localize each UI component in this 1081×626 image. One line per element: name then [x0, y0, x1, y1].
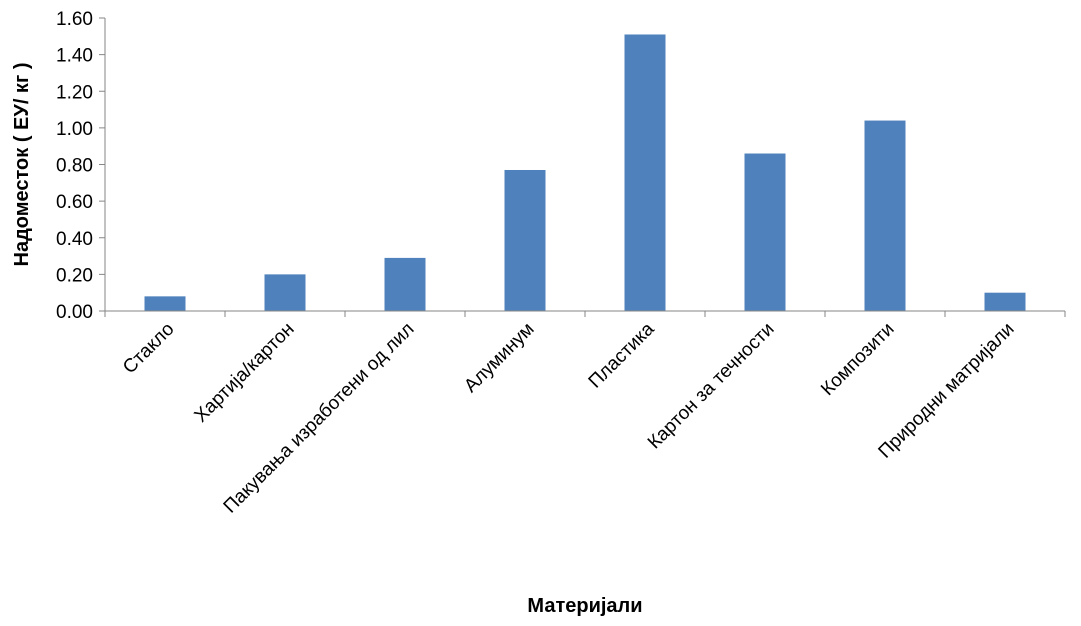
bar: [864, 120, 906, 311]
y-tick-label: 0.00: [56, 302, 93, 323]
bar: [144, 296, 186, 311]
y-tick-label: 0.40: [56, 229, 93, 250]
y-tick-label: 1.40: [56, 46, 93, 67]
bars: [144, 34, 1026, 311]
bar: [504, 169, 546, 311]
x-tick-label: Стакло: [119, 319, 179, 379]
y-tick-label: 1.60: [56, 9, 93, 30]
y-tick-label: 0.80: [56, 156, 93, 177]
y-tick-label: 0.20: [56, 265, 93, 286]
y-tick-label: 0.60: [56, 192, 93, 213]
y-tick-label: 1.20: [56, 82, 93, 103]
x-tick-label: Алуминум: [460, 319, 538, 397]
bar: [624, 34, 666, 311]
y-axis-title: Надоместок ( ЕУ/ кг ): [11, 63, 33, 267]
x-tick-label: Хартија/картон: [191, 319, 299, 427]
x-tick-label: Пластика: [585, 318, 659, 392]
y-tick-label: 1.00: [56, 119, 93, 140]
x-tick-label: Природни матријали: [875, 319, 1019, 463]
bar: [984, 292, 1026, 311]
bar: [264, 274, 306, 311]
x-tick-label: Пакувања изработени од лил: [220, 319, 419, 518]
bar: [744, 153, 786, 311]
y-axis: 0.00 0.20 0.40 0.60 0.80 1.00 1.20 1.40 1.60: [56, 9, 106, 323]
x-axis-title: Материјали: [527, 595, 642, 617]
x-tick-label: Композити: [817, 319, 898, 400]
bar: [384, 257, 426, 311]
x-tick-label: Картон за течности: [644, 319, 779, 454]
